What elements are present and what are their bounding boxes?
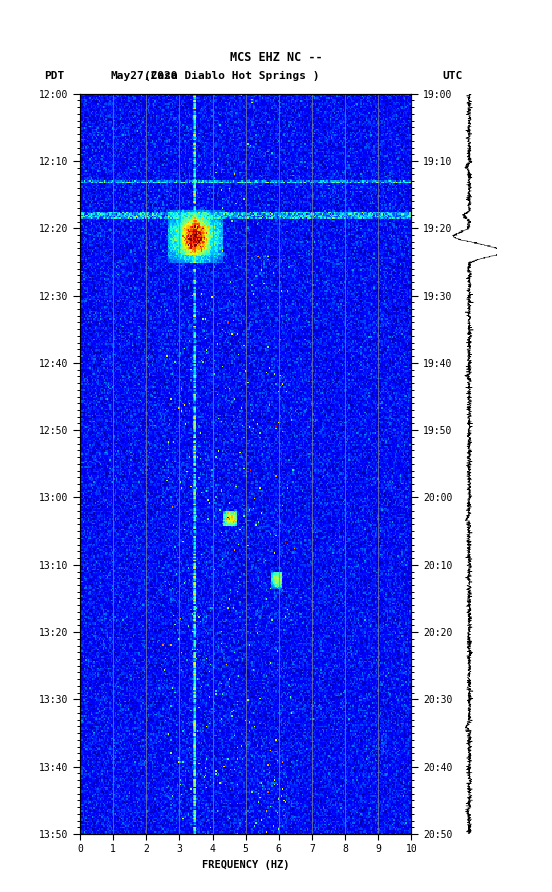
Text: PDT: PDT bbox=[44, 70, 65, 81]
X-axis label: FREQUENCY (HZ): FREQUENCY (HZ) bbox=[202, 860, 289, 870]
Text: MCS EHZ NC --: MCS EHZ NC -- bbox=[230, 52, 322, 64]
Text: May27,2020: May27,2020 bbox=[110, 70, 178, 81]
Text: (Casa Diablo Hot Springs ): (Casa Diablo Hot Springs ) bbox=[144, 70, 320, 81]
Text: UTC: UTC bbox=[443, 70, 463, 81]
Text: USGS: USGS bbox=[24, 17, 54, 29]
